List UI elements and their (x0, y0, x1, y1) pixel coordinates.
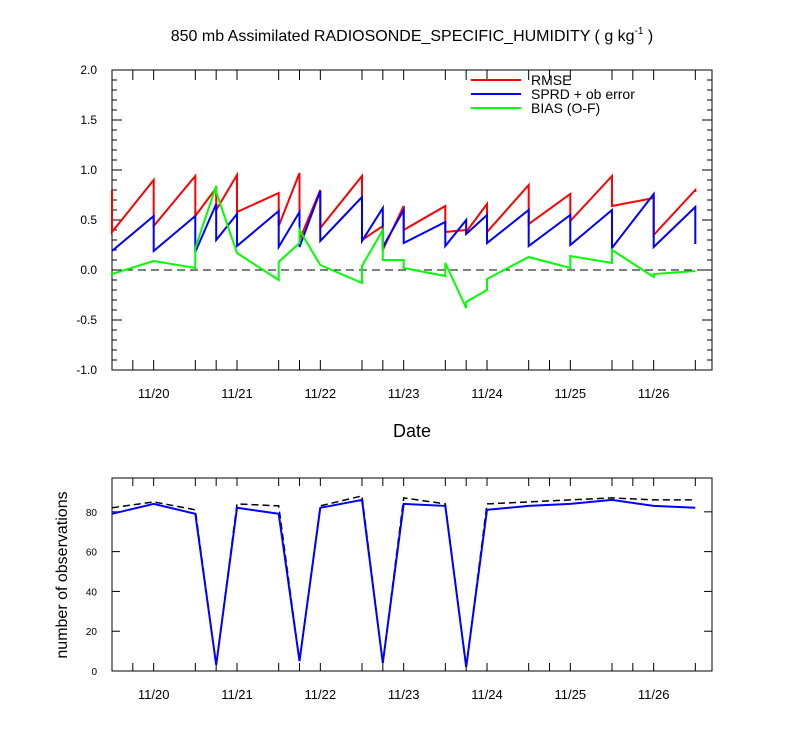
y-tick-label: 60 (86, 548, 98, 559)
series-line-assimilated-observations (111, 498, 696, 668)
series-line-sprd-ob-error (111, 190, 697, 254)
bottom-chart: 0 20 40 60 80 11/20 11/21 11/22 11/23 11/24 11/25 1… (54, 477, 713, 702)
x-tick-label: 11/26 (638, 687, 670, 702)
x-tick-label: 11/24 (471, 687, 503, 702)
x-axis-label: Date (393, 421, 431, 441)
top-chart: 850 mb Assimilated RADIOSONDE_SPECIFIC_H… (76, 26, 713, 441)
top-series-group (111, 171, 697, 309)
x-tick-label: 11/20 (138, 386, 170, 401)
series-line-total-observations (111, 494, 696, 668)
y-tick-label: 1.5 (80, 113, 97, 127)
y-tick-label: 0.0 (80, 263, 97, 277)
series-line-bias-o-f (111, 185, 696, 309)
top-axis-ticks: -1.0 -0.5 0.0 0.5 1.0 1.5 2.0 11/20 11/21 11/22 11… (76, 63, 712, 401)
y-tick-label: 20 (86, 627, 98, 638)
x-tick-label: 11/23 (388, 687, 420, 702)
y-tick-label: 0 (91, 667, 97, 678)
x-tick-label: 11/21 (221, 386, 253, 401)
y-tick-label: 2.0 (80, 63, 97, 77)
y-tick-label: 0.5 (80, 213, 97, 227)
legend-label: RMSE (531, 72, 571, 88)
x-tick-label: 11/20 (138, 687, 170, 702)
x-tick-label: 11/25 (555, 687, 587, 702)
bottom-axis-ticks: 0 20 40 60 80 11/20 11/21 11/22 11/23 11/24 11/25 1… (86, 478, 712, 702)
chart-title: 850 mb Assimilated RADIOSONDE_SPECIFIC_H… (171, 26, 654, 45)
bottom-series-group (111, 494, 696, 668)
y-tick-label: 1.0 (80, 163, 97, 177)
top-plot-frame (111, 69, 713, 371)
legend-label: BIAS (O-F) (531, 100, 600, 116)
x-tick-label: 11/21 (221, 687, 253, 702)
x-tick-label: 11/23 (388, 386, 420, 401)
x-tick-label: 11/22 (305, 687, 337, 702)
x-tick-label: 11/24 (471, 386, 503, 401)
x-tick-label: 11/26 (638, 386, 670, 401)
y-axis-label: number of observations (54, 491, 71, 658)
legend-label: SPRD + ob error (531, 86, 635, 102)
y-tick-label: -1.0 (76, 363, 97, 377)
y-tick-label: 80 (86, 508, 98, 519)
x-tick-label: 11/22 (305, 386, 337, 401)
x-tick-label: 11/25 (555, 386, 587, 401)
y-tick-label: -0.5 (76, 313, 97, 327)
y-tick-label: 40 (86, 587, 98, 598)
bottom-plot-frame (111, 477, 713, 672)
